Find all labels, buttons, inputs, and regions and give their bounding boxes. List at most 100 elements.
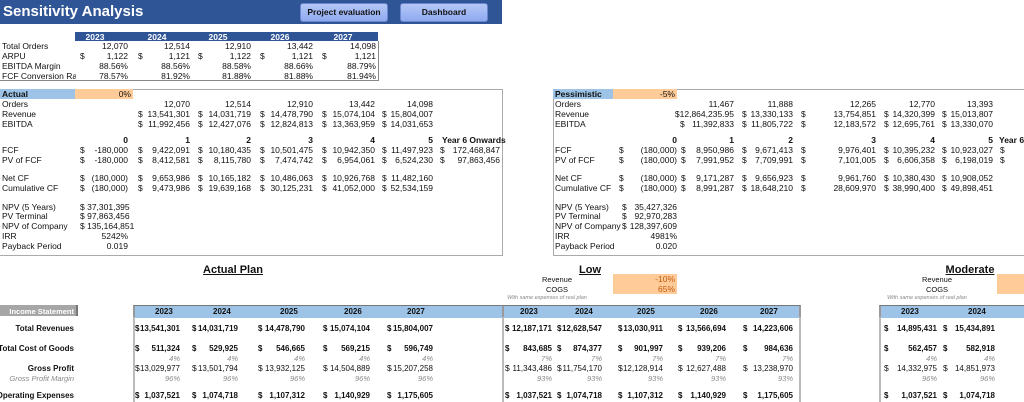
- value: 41,052,000: [332, 182, 375, 193]
- opex-value: 1,107,312: [269, 390, 305, 400]
- income-statement-label-cell: [0, 305, 78, 316]
- value: 10,501,475: [270, 144, 313, 155]
- currency-symbol: $: [322, 118, 327, 129]
- value: 12,824,813: [270, 118, 313, 129]
- opex-value: 1,140,929: [334, 390, 370, 400]
- value: 14,031,653: [390, 118, 433, 129]
- value: 7,709,991: [755, 154, 793, 165]
- plan-note: With same expenses of real plan: [887, 294, 967, 301]
- value: 8,991,287: [696, 182, 734, 193]
- plan-title: Low: [579, 263, 601, 276]
- value: 11,888: [767, 98, 793, 109]
- currency-symbol: $: [557, 362, 562, 373]
- value: 12,695,761: [892, 118, 935, 129]
- value: 10,165,182: [208, 172, 251, 183]
- pessimistic-label: Pessimistic: [555, 88, 602, 99]
- value: 12,183,572: [833, 118, 876, 129]
- currency-symbol: $: [618, 390, 623, 400]
- summary-value: 128,397,609: [629, 221, 677, 232]
- currency-symbol: $: [557, 390, 562, 400]
- currency-symbol: $: [138, 144, 143, 155]
- period-header: Year 6 Onwards: [999, 134, 1024, 145]
- cogs-pct-value: 7%: [541, 353, 552, 363]
- value: 88.56%: [161, 60, 190, 71]
- currency-symbol: $: [198, 182, 203, 193]
- currency-symbol: $: [260, 154, 265, 165]
- currency-symbol: $: [619, 172, 624, 183]
- row-label: EBITDA: [2, 118, 33, 129]
- project-evaluation-button[interactable]: Project evaluation: [300, 3, 388, 22]
- year-header-bar: [133, 305, 504, 318]
- currency-symbol: $: [135, 390, 140, 400]
- gross-profit-value: 11,343,486: [512, 363, 552, 373]
- currency-symbol: $: [80, 144, 85, 155]
- row-label: Cumulative CF: [555, 182, 612, 193]
- value: 18,648,210: [750, 182, 793, 193]
- period-header: 4: [930, 134, 935, 145]
- table-body: [879, 317, 1024, 402]
- currency-symbol: $: [884, 323, 889, 333]
- currency-symbol: $: [135, 323, 140, 333]
- row-label: ARPU: [2, 51, 26, 61]
- currency-symbol: $: [942, 154, 947, 165]
- dashboard-button[interactable]: Dashboard: [400, 3, 488, 22]
- income-statement-label: Income Statement: [9, 306, 74, 316]
- currency-symbol: $: [382, 144, 387, 155]
- cogs-pct-value: 4%: [169, 353, 180, 363]
- cogs-value: 569,215: [341, 343, 370, 353]
- value: (180,000): [640, 172, 677, 183]
- cogs-value: 901,997: [634, 343, 663, 353]
- year-header: 2023: [901, 306, 919, 316]
- cogs-value: 511,324: [151, 343, 180, 353]
- opex-value: 1,175,605: [757, 390, 793, 400]
- value: 11,805,722: [751, 118, 793, 129]
- value: 78.57%: [99, 70, 128, 81]
- currency-symbol: $: [138, 172, 143, 183]
- currency-symbol: $: [743, 343, 748, 353]
- value: 13,330,070: [950, 118, 993, 129]
- currency-symbol: $: [619, 144, 624, 155]
- row-label: Total Cost of Goods: [0, 343, 74, 353]
- revenue-adj-label: Revenue: [921, 274, 953, 284]
- year-header: 2027: [333, 31, 353, 42]
- currency-symbol: $: [198, 118, 203, 129]
- revenues-value: 15,074,104: [329, 323, 370, 333]
- year-header: 2026: [270, 31, 290, 42]
- period-header: 3: [871, 134, 876, 145]
- value: 81.88%: [284, 70, 313, 81]
- currency-symbol: $: [943, 362, 948, 373]
- value: 10,923,027: [950, 144, 993, 155]
- summary-label: IRR: [2, 230, 17, 241]
- cogs-value: 529,925: [209, 343, 238, 353]
- year-header: 2023: [155, 306, 173, 316]
- pessimistic-box: [553, 89, 1024, 256]
- value: 1,121: [354, 50, 376, 61]
- value: 9,976,401: [838, 144, 876, 155]
- gross-profit-value: 12,627,488: [685, 363, 726, 373]
- summary-value: $ 37,301,395: [80, 201, 130, 212]
- cogs-value: 939,206: [697, 343, 726, 353]
- value: 172,468,847: [452, 144, 500, 155]
- value: (180,000): [91, 182, 128, 193]
- currency-symbol: $: [382, 118, 387, 129]
- opex-value: 1,107,312: [627, 390, 663, 400]
- currency-symbol: $: [505, 343, 510, 353]
- row-label: Gross Profit: [27, 363, 74, 373]
- summary-label: NPV of Company: [555, 221, 621, 232]
- currency-symbol: $: [260, 182, 265, 193]
- value: 14,320,399: [892, 108, 935, 119]
- currency-symbol: $: [258, 362, 263, 373]
- gpm-value: 96%: [164, 373, 180, 383]
- currency-symbol: $: [198, 50, 203, 61]
- value: 13,442: [349, 98, 375, 109]
- value: 6,524,230: [395, 154, 433, 165]
- value: 52,534,159: [390, 182, 433, 193]
- currency-symbol: $: [382, 182, 387, 193]
- row-label: FCF: [2, 144, 19, 155]
- value: (180,000): [640, 154, 677, 165]
- cogs-adj-cell: [997, 284, 1024, 294]
- cogs-adj-label: COGS: [925, 284, 949, 294]
- currency-symbol: $: [742, 144, 747, 155]
- currency-symbol: $: [260, 144, 265, 155]
- value: 1,121: [291, 50, 313, 61]
